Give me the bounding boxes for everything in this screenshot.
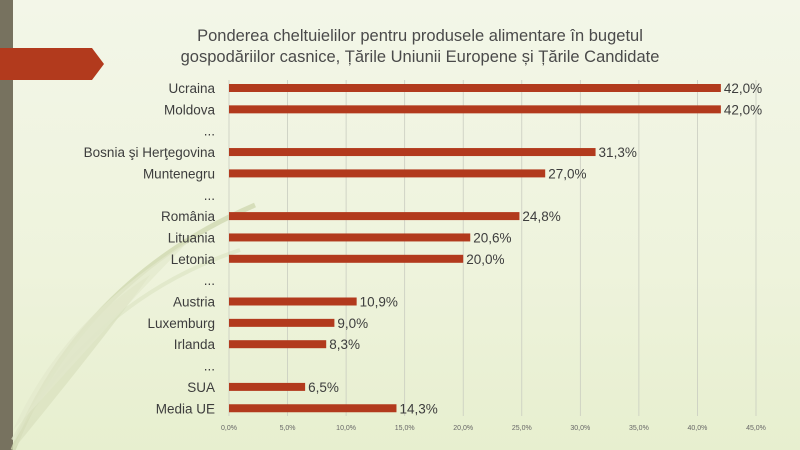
bar: [229, 84, 721, 92]
bar: [229, 340, 327, 349]
bars: [229, 84, 721, 413]
data-label: 20,6%: [473, 230, 511, 245]
category-label: Lituania: [168, 230, 216, 245]
data-label: 8,3%: [329, 337, 360, 352]
data-label: 14,3%: [399, 401, 437, 416]
x-axis-ticks: 0,0% 5,0% 10,0% 15,0% 20,0% 25,0% 30,0% 35,0% 40…: [221, 425, 766, 432]
category-label: SUA: [187, 380, 215, 395]
category-label: România: [161, 209, 216, 224]
category-label: Irlanda: [174, 337, 216, 352]
category-label: ...: [204, 124, 215, 139]
bar: [229, 382, 306, 391]
category-label: Bosnia şi Herţegovina: [84, 145, 216, 160]
category-label: Ucraina: [168, 81, 215, 96]
x-tick-label: 25,0%: [512, 425, 532, 432]
data-label: 10,9%: [360, 295, 398, 310]
category-label: Media UE: [156, 401, 215, 416]
x-tick-label: 15,0%: [395, 425, 415, 432]
red-arrow-banner: [0, 48, 104, 80]
data-label: 24,8%: [522, 209, 560, 224]
bar: [229, 233, 471, 242]
x-tick-label: 40,0%: [688, 425, 708, 432]
data-label: 9,0%: [337, 316, 368, 331]
bar: [229, 297, 357, 306]
bar: [229, 105, 721, 114]
decorative-leaf-curves: [10, 202, 256, 450]
x-tick-label: 10,0%: [336, 425, 356, 432]
grid-lines: [228, 80, 757, 416]
bar: [229, 318, 335, 327]
category-label: ...: [204, 359, 215, 374]
bar: [229, 254, 464, 263]
data-label: 42,0%: [724, 81, 762, 96]
category-label: Muntenegru: [143, 166, 215, 181]
bar: [229, 212, 520, 221]
data-label: 27,0%: [548, 166, 586, 181]
category-label: Moldova: [164, 102, 216, 117]
chart-title: Ponderea cheltuielilor pentru produsele …: [180, 27, 660, 66]
category-label: ...: [204, 273, 215, 288]
category-label: Austria: [173, 295, 216, 310]
category-label: Luxemburg: [147, 316, 215, 331]
category-label: ...: [204, 188, 215, 203]
bar: [229, 148, 596, 157]
x-tick-label: 5,0%: [280, 425, 296, 432]
data-label: 31,3%: [599, 145, 637, 160]
x-tick-label: 20,0%: [453, 425, 473, 432]
bar: [229, 169, 546, 178]
x-tick-label: 0,0%: [221, 425, 237, 432]
data-label: 6,5%: [308, 380, 339, 395]
data-label: 42,0%: [724, 102, 762, 117]
bar: [229, 404, 397, 413]
left-sidebar-bar: [0, 0, 13, 450]
data-label: 20,0%: [466, 252, 504, 267]
x-tick-label: 35,0%: [629, 425, 649, 432]
category-label: Letonia: [171, 252, 216, 267]
labels: Ucraina 42,0% Moldova 42,0%... Bosnia şi Her…: [84, 81, 762, 416]
x-tick-label: 45,0%: [746, 425, 766, 432]
x-tick-label: 30,0%: [570, 425, 590, 432]
